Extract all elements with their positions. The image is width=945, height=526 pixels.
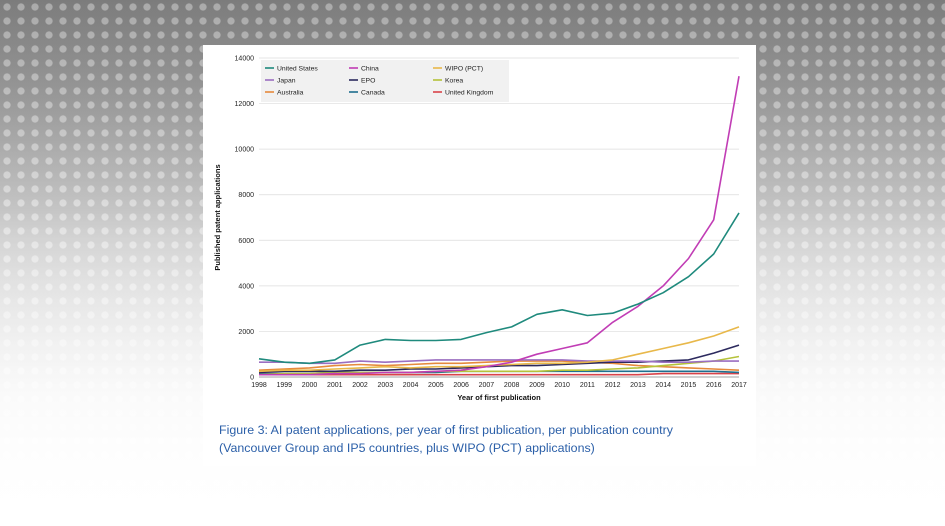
legend-entry: Canada bbox=[361, 89, 385, 96]
legend-entry: EPO bbox=[361, 77, 375, 84]
caption-line-2: (Vancouver Group and IP5 countries, plus… bbox=[219, 441, 595, 455]
x-tick-label: 2003 bbox=[378, 382, 394, 389]
x-tick-label: 2012 bbox=[605, 382, 621, 389]
y-axis-title: Published patent applications bbox=[213, 164, 222, 270]
x-tick-label: 2016 bbox=[706, 382, 722, 389]
x-tick-label: 2017 bbox=[731, 382, 747, 389]
series-line bbox=[259, 76, 740, 376]
series-line bbox=[259, 359, 739, 365]
x-axis-title: Year of first publication bbox=[457, 393, 541, 402]
x-tick-label: 2001 bbox=[327, 382, 343, 389]
x-tick-label: 1999 bbox=[276, 382, 292, 389]
legend-entry: Australia bbox=[277, 89, 304, 96]
x-tick-label: 2009 bbox=[529, 382, 545, 389]
y-tick-label: 8000 bbox=[238, 192, 254, 199]
y-tick-label: 12000 bbox=[235, 101, 255, 108]
y-tick-label: 2000 bbox=[238, 329, 254, 336]
legend-entry: China bbox=[361, 65, 379, 72]
legend-entry: WIPO (PCT) bbox=[445, 65, 483, 72]
figure-caption: Figure 3: AI patent applications, per ye… bbox=[219, 421, 749, 457]
x-tick-label: 2005 bbox=[428, 382, 444, 389]
x-tick-label: 2015 bbox=[681, 382, 697, 389]
x-tick-label: 1998 bbox=[251, 382, 267, 389]
x-tick-label: 2008 bbox=[504, 382, 520, 389]
legend-box bbox=[261, 60, 509, 102]
y-tick-label: 0 bbox=[250, 375, 254, 382]
y-tick-label: 4000 bbox=[238, 283, 254, 290]
x-tick-label: 2006 bbox=[453, 382, 469, 389]
x-tick-label: 2013 bbox=[630, 382, 646, 389]
legend-entry: Japan bbox=[277, 77, 296, 84]
x-tick-label: 2000 bbox=[302, 382, 318, 389]
x-tick-label: 2010 bbox=[554, 382, 570, 389]
x-tick-label: 2004 bbox=[403, 382, 419, 389]
series-line bbox=[258, 212, 740, 365]
x-tick-label: 2007 bbox=[479, 382, 495, 389]
legend-entry: United Kingdom bbox=[445, 89, 494, 96]
y-tick-label: 6000 bbox=[238, 238, 254, 245]
y-tick-label: 10000 bbox=[235, 147, 255, 154]
figure-card: 0 2000 4000 6000 8000 10000 12000 14000 1998 1999… bbox=[203, 45, 756, 466]
x-tick-label: 2011 bbox=[580, 382, 595, 389]
series-line bbox=[258, 355, 740, 376]
series-line bbox=[259, 372, 739, 376]
series-line bbox=[258, 344, 740, 374]
x-tick-label: 2002 bbox=[352, 382, 368, 389]
caption-line-1: Figure 3: AI patent applications, per ye… bbox=[219, 423, 673, 437]
y-tick-label: 14000 bbox=[235, 56, 255, 63]
legend-entry: United States bbox=[277, 65, 318, 72]
line-chart: 0 2000 4000 6000 8000 10000 12000 14000 1998 1999… bbox=[213, 56, 747, 403]
legend-entry: Korea bbox=[445, 77, 463, 84]
x-tick-label: 2014 bbox=[655, 382, 671, 389]
